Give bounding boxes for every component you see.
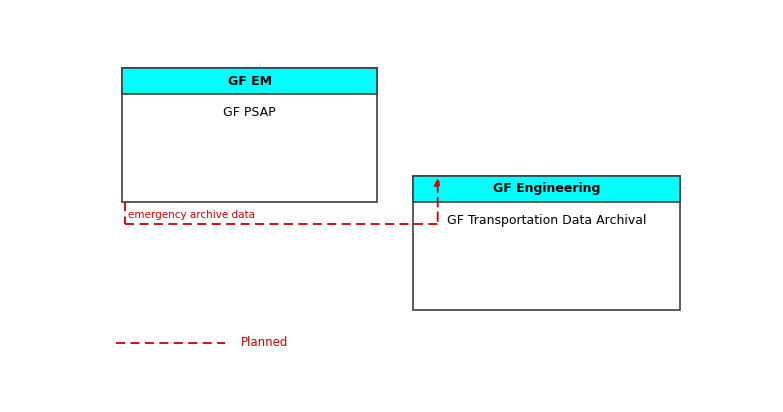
Bar — [413, 176, 680, 201]
Text: GF EM: GF EM — [228, 75, 272, 88]
Text: emergency archive data: emergency archive data — [128, 210, 255, 220]
Bar — [122, 68, 377, 94]
Text: GF Transportation Data Archival: GF Transportation Data Archival — [447, 214, 647, 227]
Text: Planned: Planned — [240, 336, 288, 349]
Text: GF Engineering: GF Engineering — [493, 183, 601, 195]
Bar — [122, 68, 377, 202]
Text: GF PSAP: GF PSAP — [223, 106, 276, 119]
Bar — [413, 176, 680, 309]
